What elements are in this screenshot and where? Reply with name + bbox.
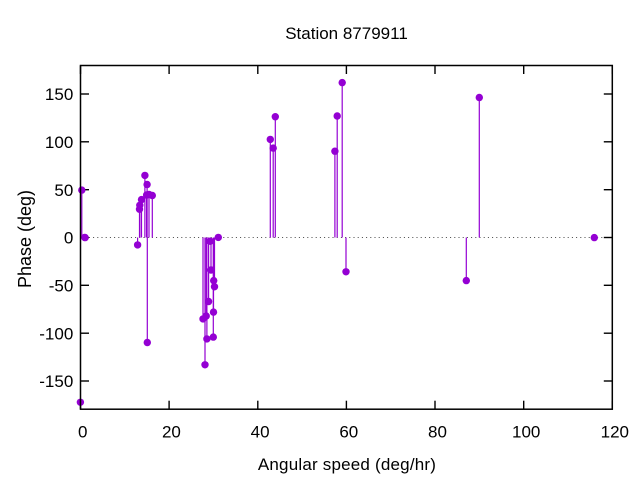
svg-text:80: 80	[428, 423, 447, 442]
svg-text:150: 150	[45, 85, 73, 104]
svg-text:-100: -100	[39, 324, 73, 343]
svg-text:0: 0	[78, 423, 87, 442]
svg-text:50: 50	[54, 181, 73, 200]
svg-text:-50: -50	[49, 277, 74, 296]
svg-text:100: 100	[512, 423, 540, 442]
svg-text:Angular speed (deg/hr): Angular speed (deg/hr)	[258, 455, 436, 474]
svg-text:20: 20	[162, 423, 181, 442]
svg-text:0: 0	[64, 229, 73, 248]
svg-text:60: 60	[339, 423, 358, 442]
svg-text:-150: -150	[39, 372, 73, 391]
svg-text:120: 120	[601, 423, 629, 442]
svg-text:Station 8779911: Station 8779911	[285, 24, 408, 43]
svg-text:100: 100	[45, 133, 73, 152]
svg-text:40: 40	[251, 423, 270, 442]
svg-text:Phase (deg): Phase (deg)	[15, 190, 35, 288]
